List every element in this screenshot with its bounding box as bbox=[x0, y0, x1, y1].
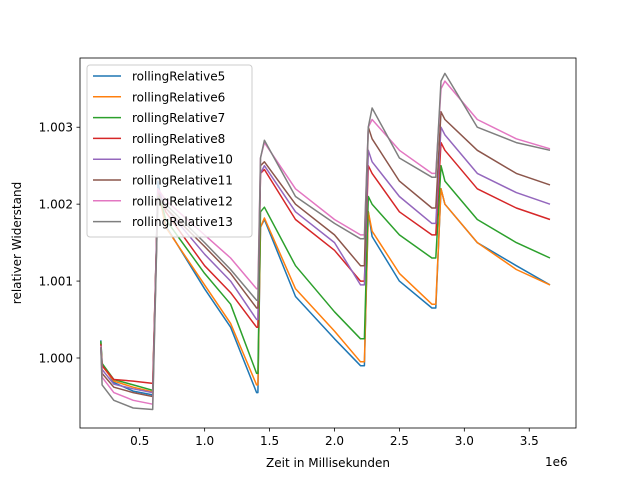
x-axis-label: Zeit in Millisekunden bbox=[266, 456, 390, 470]
y-tick-label: 1.003 bbox=[39, 121, 73, 135]
x-tick-label: 0.5 bbox=[130, 434, 149, 448]
y-tick-label: 1.000 bbox=[39, 352, 73, 366]
legend-label-rollingRelative10: rollingRelative10 bbox=[132, 153, 233, 167]
x-tick-label: 1.5 bbox=[260, 434, 279, 448]
legend-label-rollingRelative5: rollingRelative5 bbox=[132, 70, 225, 84]
x-tick-label: 2.0 bbox=[325, 434, 344, 448]
x-tick-label: 3.5 bbox=[520, 434, 539, 448]
y-axis-label: relativer Widerstand bbox=[10, 182, 24, 304]
legend: rollingRelative5 rollingRelative6 rollingR… bbox=[86, 64, 253, 238]
legend-label-rollingRelative13: rollingRelative13 bbox=[132, 215, 233, 229]
y-axis-ticks: 1.000 1.001 1.002 1.003 bbox=[39, 121, 80, 366]
legend-label-rollingRelative7: rollingRelative7 bbox=[132, 111, 225, 125]
series-line-rollingRelative13 bbox=[100, 72, 551, 411]
legend-box bbox=[86, 64, 253, 238]
x-tick-label: 2.5 bbox=[390, 434, 409, 448]
legend-label-rollingRelative11: rollingRelative11 bbox=[132, 174, 233, 188]
legend-label-rollingRelative6: rollingRelative6 bbox=[132, 90, 225, 104]
legend-label-rollingRelative12: rollingRelative12 bbox=[132, 194, 233, 208]
y-tick-label: 1.001 bbox=[39, 275, 73, 289]
y-tick-label: 1.002 bbox=[39, 198, 73, 212]
series-lines bbox=[100, 72, 551, 411]
legend-label-rollingRelative8: rollingRelative8 bbox=[132, 132, 225, 146]
plot-frame bbox=[79, 57, 577, 429]
x-axis-ticks: 0.5 1.0 1.5 2.0 2.5 3.0 3.5 bbox=[130, 428, 539, 448]
x-tick-label: 3.0 bbox=[455, 434, 474, 448]
x-tick-label: 1.0 bbox=[195, 434, 214, 448]
x-axis-offset-label: 1e6 bbox=[545, 455, 568, 469]
